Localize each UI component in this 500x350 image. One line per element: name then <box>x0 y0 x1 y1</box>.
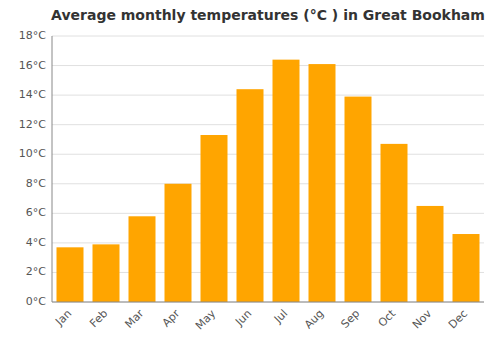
grid-line <box>52 154 484 155</box>
x-tick-label: Feb <box>87 307 110 330</box>
x-tick-label: Dec <box>446 307 470 331</box>
chart-svg: Average monthly temperatures (°C ) in Gr… <box>0 0 500 350</box>
x-tick-label: Jun <box>232 307 254 329</box>
bar <box>345 97 372 302</box>
y-tick-label: 0°C <box>26 295 46 308</box>
x-tick-label: Aug <box>302 307 326 331</box>
bar <box>381 144 408 302</box>
chart-container: Average monthly temperatures (°C ) in Gr… <box>0 0 500 350</box>
grid-line <box>52 36 484 37</box>
bar <box>201 135 228 302</box>
bar <box>237 89 264 302</box>
y-tick-label: 10°C <box>19 147 46 160</box>
x-tick-label: Sep <box>338 307 362 331</box>
bar <box>165 184 192 302</box>
bar <box>273 60 300 302</box>
chart-title: Average monthly temperatures (°C ) in Gr… <box>51 7 485 23</box>
y-tick-label: 2°C <box>26 265 46 278</box>
x-tick-label: Mar <box>122 307 146 331</box>
y-tick-label: 18°C <box>19 29 46 42</box>
bar <box>93 244 120 302</box>
bar <box>309 64 336 302</box>
y-axis: 0°C 2°C 4°C 6°C 8°C 10°C 12°C 14°C 16°C 18°C <box>19 29 484 308</box>
grid-line <box>52 302 484 303</box>
bar <box>129 216 156 302</box>
y-tick-label: 12°C <box>19 118 46 131</box>
x-axis-line <box>52 302 484 303</box>
grid-line <box>52 95 484 96</box>
y-tick-label: 16°C <box>19 59 46 72</box>
x-tick-label: May <box>193 307 219 333</box>
y-tick-label: 8°C <box>26 177 46 190</box>
x-tick-label: Jul <box>271 307 290 326</box>
grid-line <box>52 124 484 125</box>
x-tick-label: Jan <box>52 307 74 329</box>
x-tick-label: Nov <box>410 307 435 332</box>
bar <box>453 234 480 302</box>
y-tick-label: 4°C <box>26 236 46 249</box>
x-axis: Jan Feb Mar Apr May Jun Jul Aug Sep Oct Nov Dec <box>52 307 470 333</box>
bar <box>417 206 444 302</box>
grid-line <box>52 65 484 66</box>
bars <box>57 60 480 302</box>
bar <box>57 247 84 302</box>
y-tick-label: 6°C <box>26 206 46 219</box>
grid-line <box>52 183 484 184</box>
x-tick-label: Apr <box>160 307 183 330</box>
y-tick-label: 14°C <box>19 88 46 101</box>
x-tick-label: Oct <box>376 307 399 330</box>
y-axis-line <box>52 36 53 302</box>
